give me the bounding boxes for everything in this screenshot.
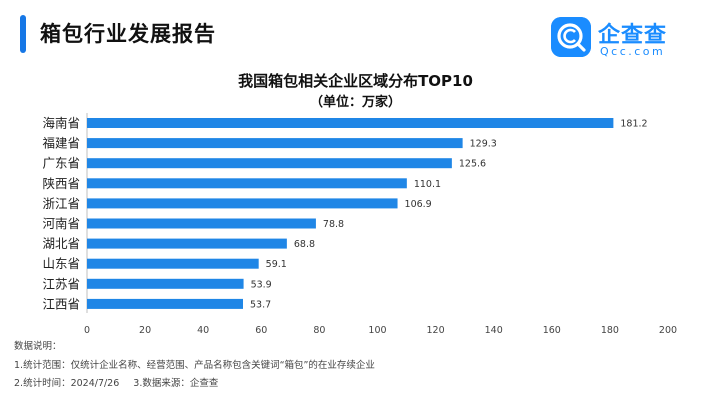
value-label: 129.3	[470, 139, 497, 150]
chart-subtitle: （单位：万家）	[309, 95, 401, 110]
x-tick-label: 60	[255, 325, 267, 336]
value-label: 59.1	[266, 259, 287, 270]
bar	[87, 298, 243, 309]
report-title: 箱包行业发展报告	[40, 22, 216, 46]
bar	[87, 238, 287, 249]
bar	[87, 198, 398, 209]
value-label: 78.8	[323, 219, 344, 230]
logo-name: 企查查	[598, 23, 668, 48]
category-label: 陕西省	[42, 176, 80, 191]
bar	[87, 178, 407, 189]
data-notes: 数据说明： 1.统计范围：仅统计企业名称、经营范围、产品名称包含关键词“箱包”的…	[14, 338, 375, 394]
category-label: 广东省	[42, 156, 80, 171]
category-label: 海南省	[42, 116, 80, 131]
x-tick-label: 80	[313, 325, 325, 336]
category-label: 江苏省	[42, 276, 80, 291]
x-tick-label: 160	[543, 325, 561, 336]
bar	[87, 118, 614, 128]
category-label: 江西省	[42, 296, 80, 311]
bar	[87, 218, 316, 229]
category-label: 浙江省	[42, 196, 80, 211]
category-label: 湖北省	[42, 236, 80, 251]
bar	[87, 278, 244, 289]
notes-time-source: 2.统计时间：2024/7/26 3.数据来源：企查查	[14, 375, 375, 394]
bar	[87, 258, 259, 269]
value-label: 68.8	[294, 239, 315, 250]
value-label: 106.9	[405, 199, 432, 210]
notes-scope: 1.统计范围：仅统计企业名称、经营范围、产品名称包含关键词“箱包”的在业存续企业	[14, 359, 375, 371]
x-tick-label: 180	[601, 325, 619, 336]
logo-url: Qcc.com	[600, 45, 666, 58]
x-tick-label: 20	[139, 325, 151, 336]
x-tick-label: 120	[427, 325, 445, 336]
bar	[87, 158, 452, 169]
value-label: 125.6	[459, 159, 486, 170]
chart-title: 我国箱包相关企业区域分布TOP10	[238, 72, 473, 90]
notes-time: 2.统计时间：2024/7/26	[14, 378, 120, 389]
header-accent-bar	[20, 15, 26, 53]
notes-heading: 数据说明：	[14, 341, 62, 352]
category-label: 福建省	[42, 136, 80, 151]
category-label: 河南省	[42, 216, 80, 231]
x-tick-label: 200	[659, 325, 677, 336]
x-tick-label: 40	[197, 325, 209, 336]
value-label: 181.2	[620, 119, 647, 130]
x-tick-label: 140	[485, 325, 503, 336]
bar	[87, 138, 463, 149]
notes-source: 3.数据来源：企查查	[133, 378, 219, 389]
category-label: 山东省	[42, 256, 80, 271]
x-tick-label: 0	[84, 325, 90, 336]
value-label: 53.9	[251, 279, 272, 290]
x-tick-label: 100	[368, 325, 386, 336]
qcc-logo: 企查查 Qcc.com	[551, 17, 701, 59]
qcc-logo-icon	[551, 17, 591, 57]
value-label: 53.7	[250, 299, 271, 310]
value-label: 110.1	[414, 179, 441, 190]
